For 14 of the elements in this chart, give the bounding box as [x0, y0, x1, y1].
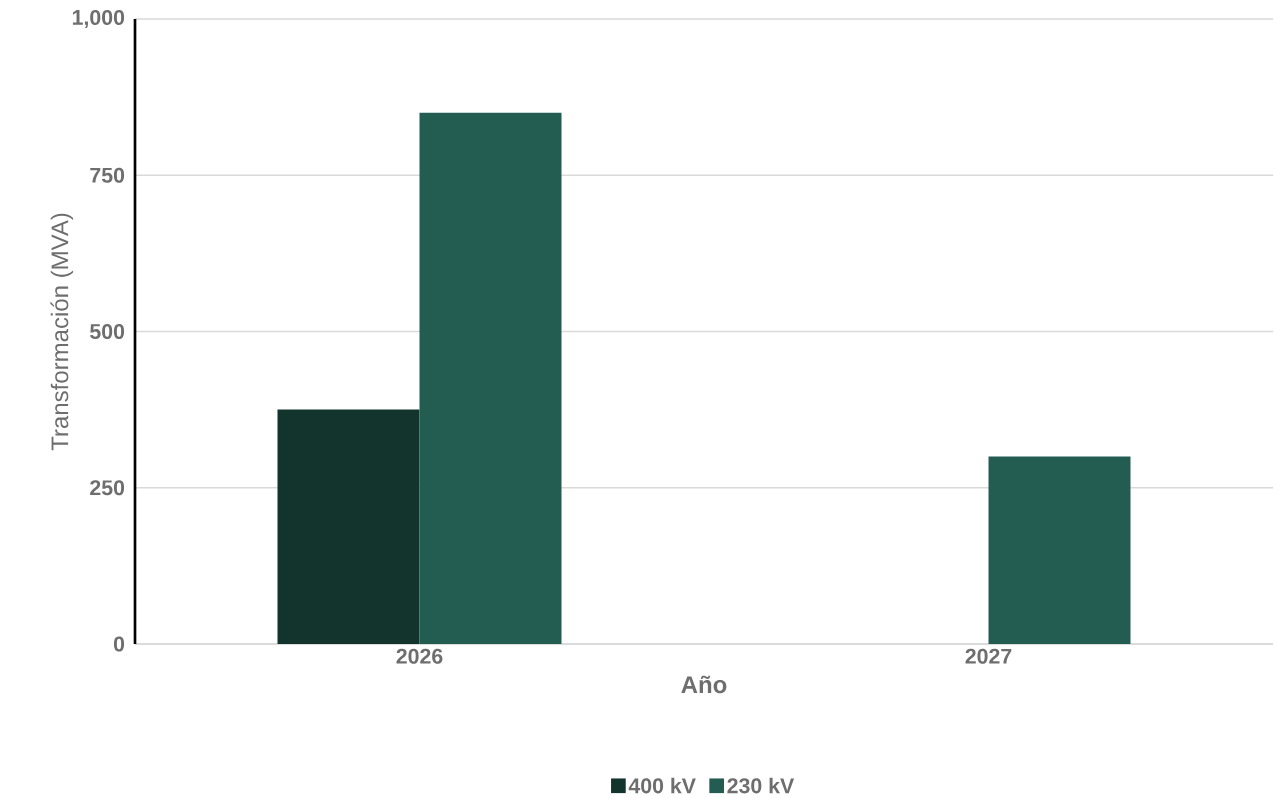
y-axis-title: Transformación (MVA) — [50, 213, 74, 451]
legend-label: 400 kV — [628, 777, 696, 794]
y-tick-label: 0 — [113, 636, 125, 652]
x-axis-title: Año — [681, 675, 727, 694]
bar — [988, 456, 1131, 644]
y-tick-label: 500 — [90, 323, 125, 340]
bar — [277, 409, 420, 644]
y-tick-label: 250 — [90, 480, 125, 496]
bar — [419, 112, 562, 644]
y-tick-label: 1,000 — [72, 9, 125, 29]
x-tick-label: 2027 — [965, 648, 1012, 664]
y-tick-label: 750 — [90, 167, 125, 183]
legend-label: 230 kV — [727, 777, 795, 794]
x-tick-label: 2026 — [396, 648, 443, 664]
